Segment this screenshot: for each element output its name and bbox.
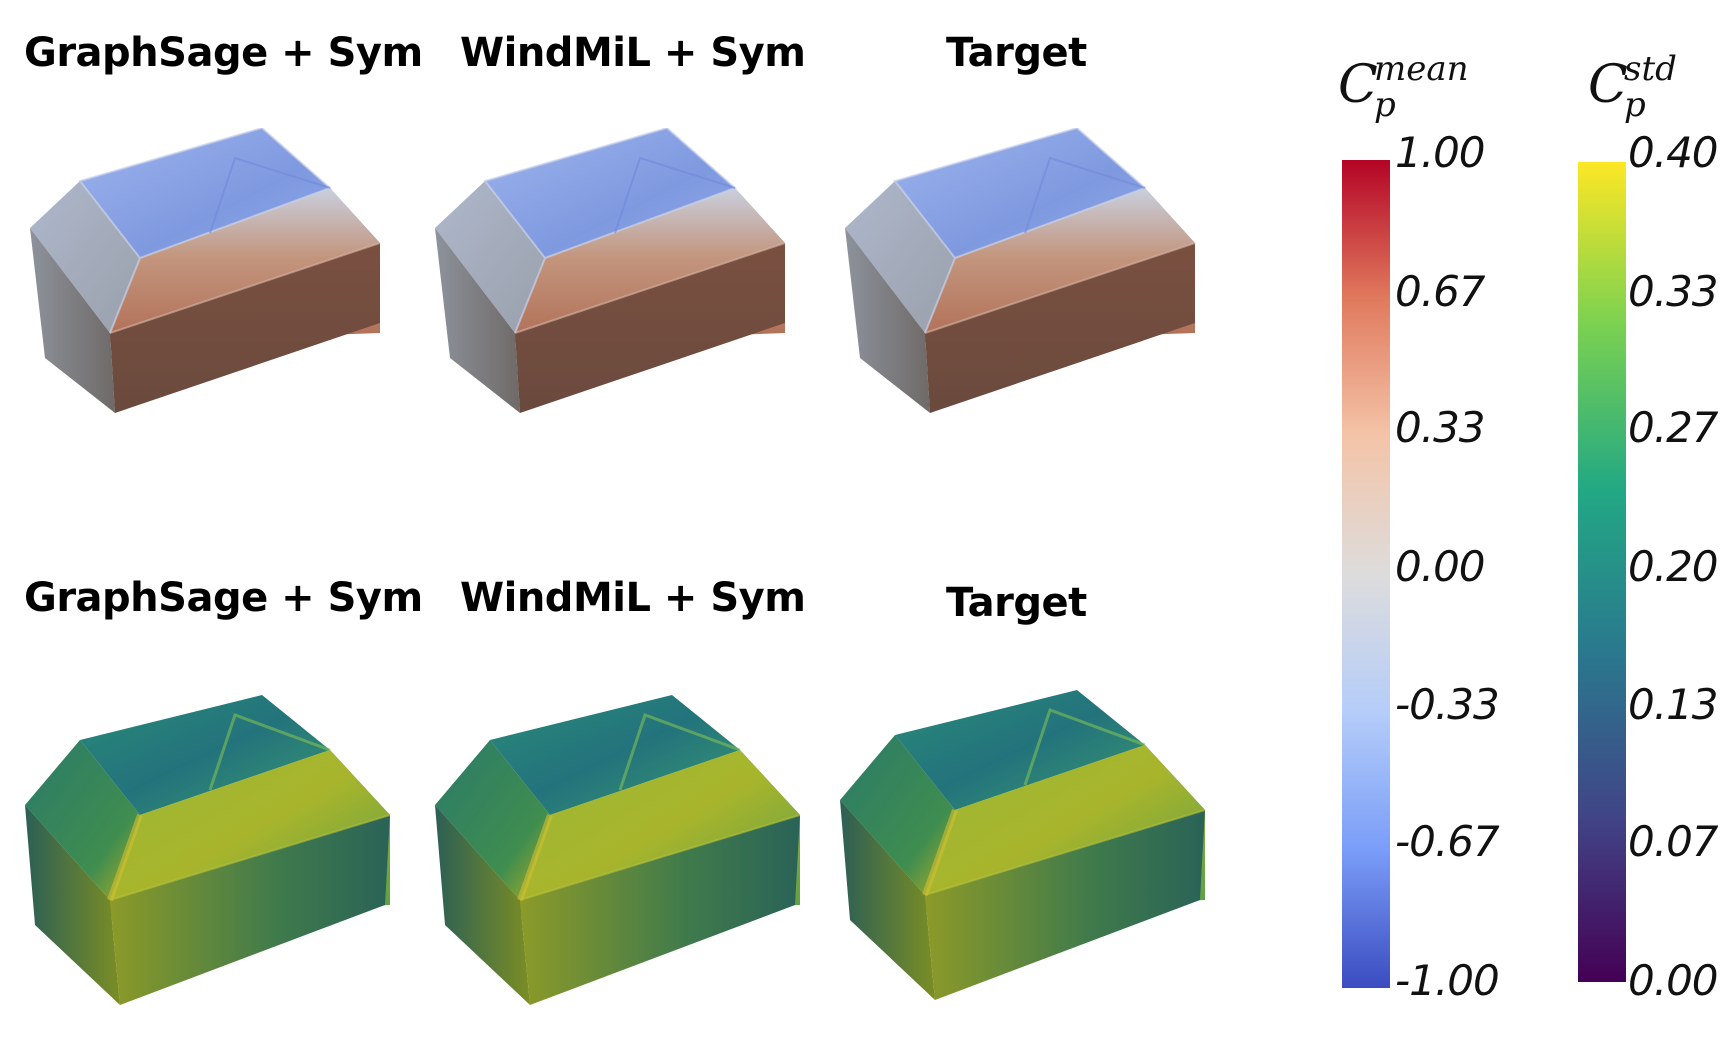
row2-title-target: Target	[946, 580, 1087, 626]
colorbar-std-subscript: p	[1624, 85, 1646, 125]
row2-title-graphsage: GraphSage + Sym	[24, 575, 423, 621]
colorbar-std-symbol: C	[1588, 55, 1628, 115]
house-mean-target	[845, 128, 1196, 413]
row2-title-windmil: WindMiL + Sym	[460, 575, 806, 621]
colorbar-std-tick: 0.07	[1628, 817, 1719, 866]
colorbar-std-tick: 0.40	[1628, 128, 1719, 177]
colorbar-mean-superscript: mean	[1374, 49, 1469, 89]
colorbar-std-tick: 0.13	[1628, 680, 1719, 729]
house-mean-graphsage	[30, 128, 381, 413]
colorbar-std-tick: 0.27	[1628, 403, 1719, 452]
colorbar-std-tick: 0.20	[1628, 542, 1719, 591]
colorbar-mean-tick: -0.33	[1395, 680, 1500, 729]
colorbar-mean-tick: -0.67	[1395, 817, 1500, 866]
colorbar-mean	[1342, 160, 1390, 988]
house-std-graphsage	[25, 695, 391, 1005]
house-std-windmil	[435, 695, 801, 1005]
row1-title-graphsage: GraphSage + Sym	[24, 30, 423, 76]
colorbar-mean-tick: -1.00	[1395, 956, 1500, 1005]
colorbar-std-superscript: std	[1624, 49, 1677, 89]
colorbar-mean-subscript: p	[1374, 85, 1396, 125]
colorbar-mean-symbol: C	[1338, 55, 1378, 115]
colorbar-mean-tick: 0.33	[1395, 403, 1486, 452]
colorbar-mean-tick: 1.00	[1395, 128, 1486, 177]
row1-title-target: Target	[946, 30, 1087, 76]
colorbar-std	[1578, 162, 1626, 982]
colorbar-std-tick: 0.00	[1628, 956, 1719, 1005]
house-std-target	[840, 690, 1206, 1000]
colorbar-std-tick: 0.33	[1628, 267, 1719, 316]
colorbar-mean-tick: 0.67	[1395, 267, 1486, 316]
row1-title-windmil: WindMiL + Sym	[460, 30, 806, 76]
colorbar-mean-label: C mean p	[1338, 49, 1469, 125]
colorbar-mean-tick: 0.00	[1395, 542, 1486, 591]
colorbar-std-label: C std p	[1588, 49, 1677, 125]
house-mean-windmil	[435, 128, 786, 413]
